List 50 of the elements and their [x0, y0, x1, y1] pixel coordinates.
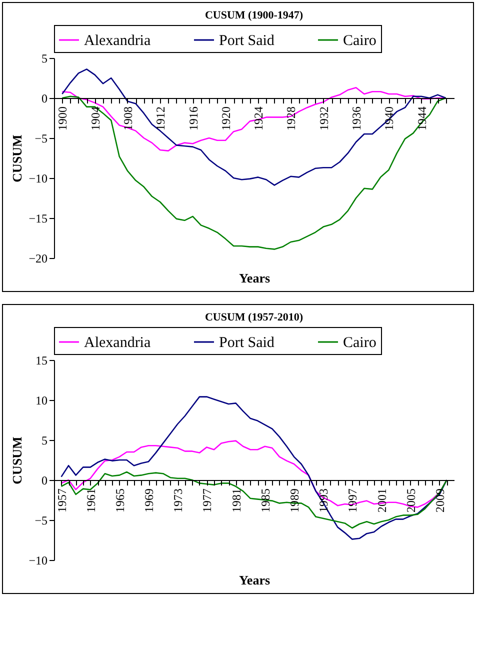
- y-tick-label: 0: [42, 474, 48, 488]
- x-tick-label: 1928: [284, 106, 298, 130]
- x-tick-label: 2005: [404, 488, 418, 512]
- x-tick-label: 1936: [350, 106, 364, 130]
- x-tick-label: 1908: [120, 106, 135, 130]
- legend-label: Cairo: [343, 335, 376, 351]
- y-tick-label: 0: [42, 92, 48, 106]
- x-tick-label: 1904: [88, 106, 102, 130]
- y-axis-title: CUSUM: [10, 436, 25, 484]
- x-tick-label: 1977: [200, 488, 214, 512]
- legend-label: Port Said: [219, 33, 275, 49]
- x-tick-label: 1957: [54, 488, 69, 512]
- x-tick-label: 2001: [374, 488, 389, 512]
- y-axis-title: CUSUM: [10, 134, 25, 182]
- chart-title: CUSUM (1957-2010): [204, 312, 304, 324]
- x-tick-label: 1961: [84, 488, 98, 512]
- x-tick-label: 1993: [316, 488, 331, 512]
- chart-title: CUSUM (1900-1947): [204, 10, 304, 22]
- x-tick-label: 1940: [382, 106, 396, 130]
- y-tick-label: 5: [42, 52, 48, 66]
- x-tick-label: 1985: [258, 488, 272, 512]
- x-tick-label: 1912: [154, 106, 168, 130]
- x-tick-label: 1924: [252, 106, 266, 130]
- x-tick-label: 1997: [346, 488, 360, 512]
- x-tick-label: 1920: [218, 106, 233, 130]
- x-tick-label: 1969: [142, 488, 156, 512]
- x-tick-label: 1932: [316, 106, 331, 130]
- legend-label: Alexandria: [84, 335, 151, 351]
- x-tick-label: 1965: [112, 488, 127, 512]
- x-tick-label: 1916: [186, 106, 200, 130]
- x-tick-label: 2009: [432, 488, 447, 512]
- x-tick-label: 1944: [414, 106, 429, 130]
- y-tick-label: 15: [36, 354, 48, 368]
- y-tick-label: −5: [34, 514, 48, 528]
- y-tick-label: −10: [28, 554, 48, 568]
- x-axis-title: Years: [238, 270, 270, 286]
- x-axis-title: Years: [238, 572, 270, 588]
- x-tick-label: 1900: [56, 106, 70, 130]
- y-tick-label: 5: [42, 434, 48, 448]
- x-tick-label: 1981: [229, 488, 244, 512]
- y-tick-label: 10: [36, 394, 48, 408]
- y-tick-label: −10: [28, 172, 48, 186]
- legend-label: Cairo: [343, 33, 376, 49]
- y-tick-label: −15: [28, 212, 48, 226]
- x-tick-label: 1989: [288, 488, 302, 512]
- legend-label: Alexandria: [84, 33, 151, 49]
- legend-label: Port Said: [219, 335, 275, 351]
- y-tick-label: −20: [28, 252, 48, 266]
- y-tick-label: −5: [34, 132, 48, 146]
- x-tick-label: 1973: [171, 488, 186, 512]
